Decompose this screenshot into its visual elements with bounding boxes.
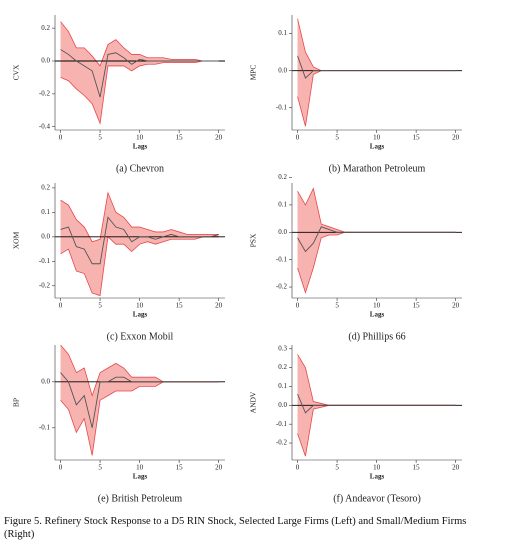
panel-title: (b) Marathon Petroleum bbox=[329, 163, 426, 174]
band-upper-edge bbox=[297, 354, 456, 406]
x-tick-label: 20 bbox=[215, 134, 223, 142]
x-axis-label: Lags bbox=[370, 143, 385, 151]
y-tick-label: 0.2 bbox=[41, 184, 50, 192]
y-tick-label: 0.2 bbox=[278, 363, 287, 371]
x-tick-label: 0 bbox=[59, 464, 63, 472]
x-tick-label: 15 bbox=[176, 134, 184, 142]
x-tick-label: 15 bbox=[176, 302, 184, 310]
x-tick-label: 0 bbox=[59, 134, 63, 142]
y-tick-label: 0.0 bbox=[278, 228, 287, 236]
y-tick-label: -0.2 bbox=[276, 283, 288, 291]
y-tick-label: 0.1 bbox=[278, 201, 287, 209]
x-tick-label: 10 bbox=[373, 302, 381, 310]
x-tick-label: 10 bbox=[136, 134, 144, 142]
y-tick-label: -0.1 bbox=[276, 255, 288, 263]
y-axis-label: ANDV bbox=[249, 391, 258, 413]
band-lower-edge bbox=[60, 236, 219, 297]
impulse-response bbox=[297, 226, 456, 253]
y-axis-label: MPC bbox=[249, 65, 258, 81]
y-tick-label: 0.1 bbox=[41, 208, 50, 216]
x-tick-label: 20 bbox=[452, 464, 460, 472]
x-tick-label: 0 bbox=[59, 302, 63, 310]
band-upper-edge bbox=[60, 21, 219, 67]
panel-title: (e) British Petroleum bbox=[98, 493, 183, 504]
y-tick-label: 0.0 bbox=[278, 66, 287, 74]
x-axis-label: Lags bbox=[133, 473, 148, 481]
x-tick-label: 5 bbox=[335, 134, 339, 142]
y-tick-label: -0.2 bbox=[276, 439, 288, 447]
y-axis-label: BP bbox=[12, 398, 21, 407]
band-lower-edge bbox=[297, 231, 456, 294]
x-tick-label: 20 bbox=[215, 464, 223, 472]
x-tick-label: 15 bbox=[413, 464, 421, 472]
x-tick-label: 5 bbox=[98, 302, 102, 310]
y-tick-label: 0.0 bbox=[278, 401, 287, 409]
y-tick-label: -0.1 bbox=[276, 103, 288, 111]
y-tick-label: -0.1 bbox=[39, 423, 51, 431]
y-axis-label: PSX bbox=[249, 233, 258, 247]
x-tick-label: 0 bbox=[296, 302, 300, 310]
confidence-band bbox=[60, 21, 219, 124]
x-tick-label: 10 bbox=[373, 134, 381, 142]
x-tick-label: 5 bbox=[98, 464, 102, 472]
y-tick-label: 0.1 bbox=[278, 29, 287, 37]
x-tick-label: 20 bbox=[452, 302, 460, 310]
panel-title: (c) Exxon Mobil bbox=[107, 331, 174, 342]
impulse-response bbox=[60, 372, 219, 428]
band-lower-edge bbox=[297, 404, 456, 457]
band-lower-edge bbox=[297, 70, 456, 127]
confidence-band bbox=[60, 345, 219, 456]
y-tick-label: -0.1 bbox=[276, 420, 288, 428]
x-tick-label: 5 bbox=[335, 464, 339, 472]
x-tick-label: 10 bbox=[136, 464, 144, 472]
x-tick-label: 5 bbox=[335, 302, 339, 310]
y-tick-label: 0.0 bbox=[41, 232, 50, 240]
x-tick-label: 15 bbox=[176, 464, 184, 472]
x-tick-label: 20 bbox=[215, 302, 223, 310]
figure-caption: Figure 5. Refinery Stock Response to a D… bbox=[4, 516, 467, 540]
panel-title: (d) Phillips 66 bbox=[348, 331, 405, 342]
x-tick-label: 20 bbox=[452, 134, 460, 142]
y-tick-label: 0.2 bbox=[41, 24, 50, 32]
y-tick-label: -0.4 bbox=[39, 122, 51, 130]
band-lower-edge bbox=[60, 60, 219, 125]
y-axis-label: CVX bbox=[12, 64, 21, 80]
x-tick-label: 15 bbox=[413, 302, 421, 310]
confidence-band bbox=[60, 192, 219, 296]
impulse-response bbox=[60, 216, 219, 265]
confidence-band bbox=[297, 188, 456, 293]
y-tick-label: -0.2 bbox=[39, 281, 51, 289]
panel-title: (f) Andeavor (Tesoro) bbox=[333, 493, 421, 504]
band-upper-edge bbox=[297, 18, 456, 72]
band-upper-edge bbox=[60, 191, 219, 243]
impulse-response bbox=[297, 55, 456, 79]
figure: 0.2 0.0 -0.2 -0.4 0 5 10 15 20 Lags CVX (a) Chevron… bbox=[12, 15, 462, 504]
x-axis-label: Lags bbox=[133, 311, 148, 319]
y-tick-label: 0.1 bbox=[278, 382, 287, 390]
x-axis-label: Lags bbox=[370, 473, 385, 481]
y-tick-label: 0.2 bbox=[278, 173, 287, 181]
y-tick-label: -0.1 bbox=[39, 257, 51, 265]
x-axis-label: Lags bbox=[133, 143, 148, 151]
x-tick-label: 0 bbox=[296, 464, 300, 472]
x-axis-label: Lags bbox=[370, 311, 385, 319]
x-tick-label: 15 bbox=[413, 134, 421, 142]
x-tick-label: 10 bbox=[136, 302, 144, 310]
y-tick-label: -0.2 bbox=[39, 89, 51, 97]
x-tick-label: 10 bbox=[373, 464, 381, 472]
impulse-response bbox=[297, 393, 456, 414]
y-axis-label: XOM bbox=[12, 231, 21, 249]
impulse-response bbox=[60, 49, 219, 98]
panel-title: (a) Chevron bbox=[116, 163, 164, 174]
y-tick-label: 0.0 bbox=[41, 57, 50, 65]
x-tick-label: 0 bbox=[296, 134, 300, 142]
x-tick-label: 5 bbox=[98, 134, 102, 142]
y-tick-label: 0.0 bbox=[41, 377, 50, 385]
y-tick-label: 0.3 bbox=[278, 344, 287, 352]
confidence-band bbox=[297, 18, 456, 127]
